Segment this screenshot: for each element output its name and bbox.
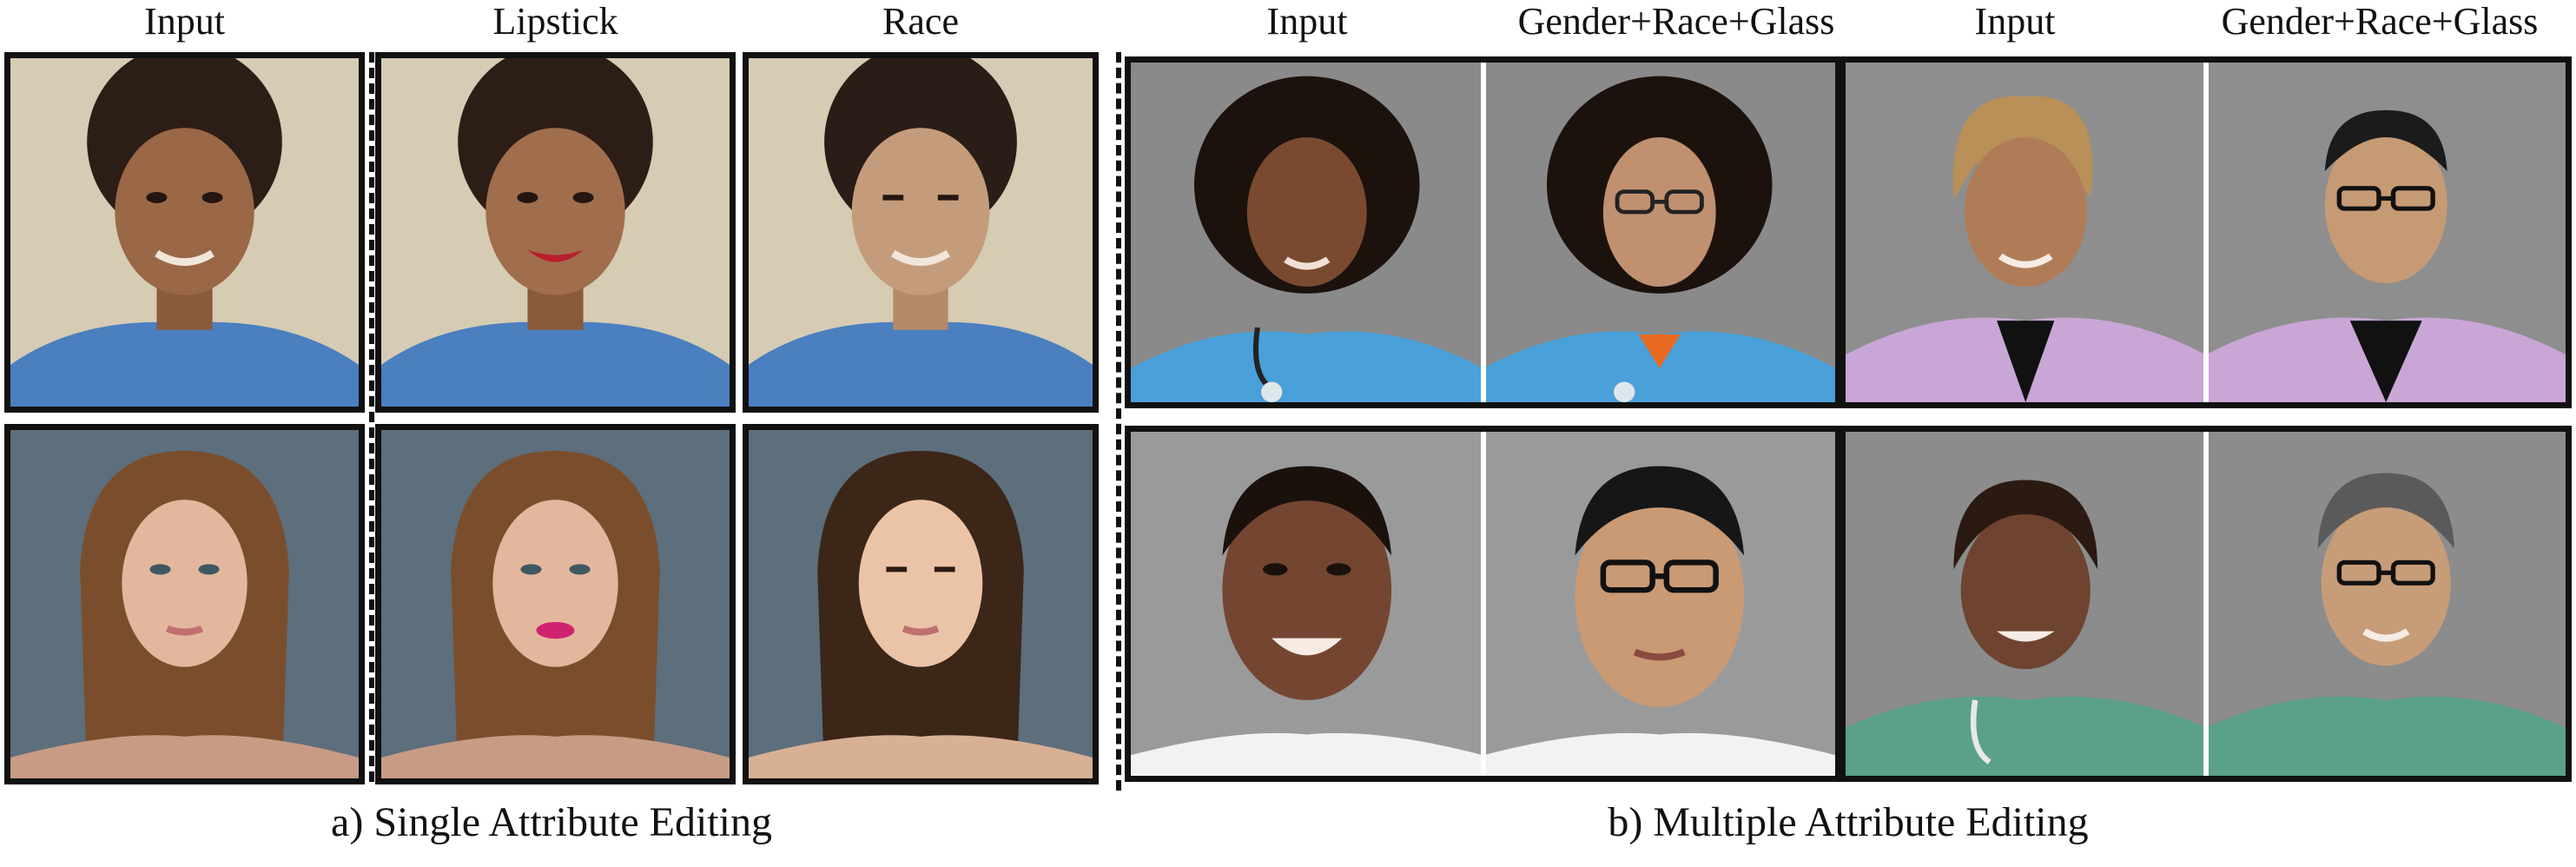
portrait-smiling-woman-edit bbox=[1483, 432, 1835, 776]
photo-input bbox=[1846, 63, 2206, 402]
portrait-curly-hair-lipstick bbox=[381, 58, 730, 407]
photo-race-row1 bbox=[743, 52, 1099, 413]
portrait-doctor-lavender-edit bbox=[2205, 63, 2566, 402]
header-lipstick: Lipstick bbox=[492, 0, 618, 43]
caption-single-attribute: a) Single Attribute Editing bbox=[331, 799, 772, 845]
photo-pair-row2-b bbox=[1840, 426, 2572, 782]
portrait-nurse-green-edit bbox=[2205, 432, 2566, 776]
caption-multiple-attribute: b) Multiple Attribute Editing bbox=[1608, 799, 2089, 845]
header-input: Input bbox=[1974, 0, 2056, 43]
photo-pair-row2-a bbox=[1125, 426, 1841, 782]
photo-gender-race-glass bbox=[2205, 432, 2566, 776]
portrait-long-hair-race-edit bbox=[749, 430, 1093, 778]
photo-pair-row1-b bbox=[1840, 56, 2572, 408]
portrait-doctor-lavender bbox=[1846, 63, 2206, 402]
photo-gender-race-glass bbox=[1483, 432, 1835, 776]
photo-lipstick-row2 bbox=[375, 424, 736, 784]
photo-input-row1 bbox=[4, 52, 365, 413]
photo-gender-race-glass bbox=[1483, 63, 1835, 402]
portrait-doctor-curly-edit bbox=[1483, 63, 1835, 402]
header-gender-race-glass: Gender+Race+Glass bbox=[2221, 0, 2539, 43]
portrait-nurse-green bbox=[1846, 432, 2206, 776]
separator-dashed bbox=[1116, 52, 1121, 791]
header-race: Race bbox=[882, 0, 959, 43]
portrait-long-hair-lipstick bbox=[381, 430, 730, 778]
separator-dashed bbox=[369, 52, 374, 782]
portrait-doctor-curly bbox=[1131, 63, 1483, 402]
portrait-race-edit bbox=[749, 58, 1093, 407]
portrait-long-hair bbox=[10, 430, 359, 778]
photo-input bbox=[1846, 432, 2206, 776]
portrait-curly-hair bbox=[10, 58, 359, 407]
photo-input-row2 bbox=[4, 424, 365, 784]
photo-input bbox=[1131, 432, 1483, 776]
header-input: Input bbox=[1266, 0, 1348, 43]
photo-lipstick-row1 bbox=[375, 52, 736, 413]
photo-pair-row1-a bbox=[1125, 56, 1841, 408]
photo-gender-race-glass bbox=[2205, 63, 2566, 402]
portrait-smiling-woman bbox=[1131, 432, 1483, 776]
header-input: Input bbox=[144, 0, 225, 43]
photo-race-row2 bbox=[743, 424, 1099, 784]
header-gender-race-glass: Gender+Race+Glass bbox=[1517, 0, 1835, 43]
photo-input bbox=[1131, 63, 1483, 402]
